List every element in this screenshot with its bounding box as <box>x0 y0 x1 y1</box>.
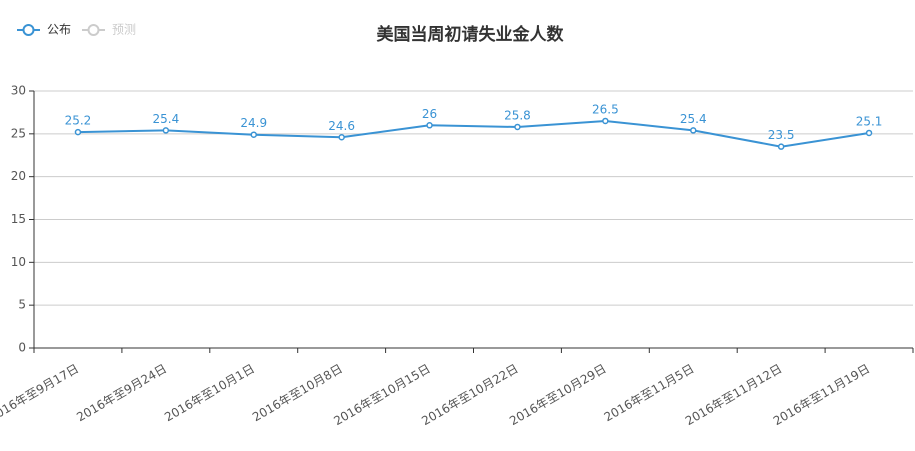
x-tick-label: 2016年至11月19日 <box>771 362 872 429</box>
x-tick-label: 2016年至11月5日 <box>602 362 697 425</box>
data-label: 24.6 <box>328 119 355 133</box>
data-label: 25.4 <box>152 112 179 126</box>
y-tick-label: 25 <box>11 126 26 140</box>
y-tick-label: 5 <box>18 298 26 312</box>
x-tick-label: 2016年至10月15日 <box>331 362 432 429</box>
x-tick-label: 2016年至9月17日 <box>0 362 81 425</box>
y-tick-label: 0 <box>18 341 26 355</box>
data-label: 24.9 <box>240 116 267 130</box>
point <box>250 131 257 138</box>
data-label: 25.4 <box>680 112 707 126</box>
x-tick-label: 2016年至10月22日 <box>419 362 520 429</box>
legend-marker <box>22 24 35 36</box>
chart-title: 美国当周初请失业金人数 <box>377 24 565 45</box>
series-line <box>77 119 870 148</box>
x-tick-label: 2016年至10月29日 <box>507 362 608 429</box>
point <box>338 134 345 141</box>
data-label: 25.2 <box>65 114 92 128</box>
data-label: 26 <box>422 107 437 121</box>
y-tick-label: 20 <box>11 169 26 183</box>
point <box>865 129 873 137</box>
data-label: 25.8 <box>504 108 531 122</box>
point <box>690 127 697 134</box>
y-tick-label: 10 <box>11 255 26 269</box>
legend-marker <box>87 24 100 36</box>
point <box>426 122 433 129</box>
data-label: 23.5 <box>768 128 795 142</box>
point <box>74 128 82 136</box>
data-label: 26.5 <box>592 102 619 116</box>
x-tick-label: 2016年至11月12日 <box>683 362 784 429</box>
x-tick-label: 2016年至10月8日 <box>250 362 345 425</box>
legend-label: 预测 <box>112 23 136 37</box>
point <box>162 127 170 134</box>
y-tick-label: 30 <box>11 84 26 98</box>
point <box>602 117 609 125</box>
data-label: 25.1 <box>856 114 883 128</box>
x-tick-label: 2016年至10月1日 <box>162 362 257 425</box>
y-tick-label: 15 <box>11 212 26 226</box>
legend-label: 公布 <box>47 23 71 37</box>
point <box>777 143 785 150</box>
x-tick-label: 2016年至9月24日 <box>74 362 169 425</box>
point <box>514 123 521 131</box>
